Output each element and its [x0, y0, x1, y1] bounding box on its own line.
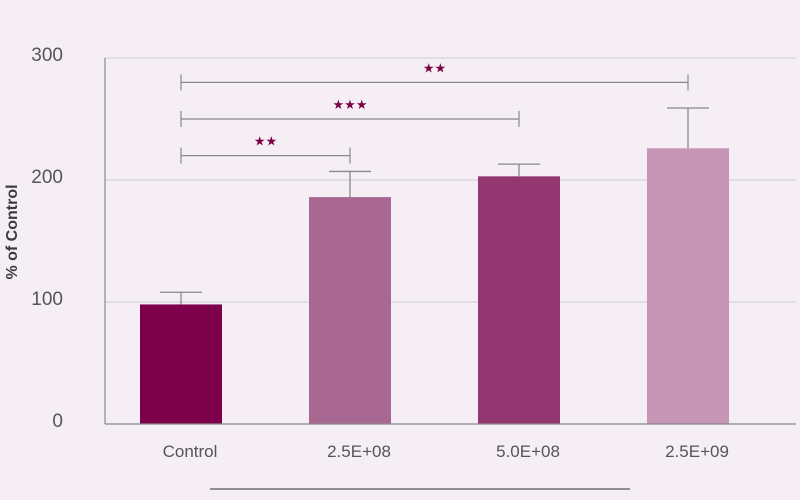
x-tick-label-4: 2.5E+09: [665, 442, 729, 461]
y-tick-label-0: 0: [52, 411, 63, 432]
bar-4: [647, 148, 729, 424]
y-axis-title: % of Control: [4, 184, 21, 279]
bar-1: [140, 304, 222, 424]
y-tick-label-100: 100: [31, 289, 63, 310]
sig-stars-3: ★★: [423, 61, 446, 76]
sig-stars-1: ★★: [254, 135, 277, 150]
sig-stars-2: ★★★: [333, 98, 368, 113]
error-bars: [160, 107, 709, 305]
y-tick-label-200: 200: [31, 167, 63, 188]
x-tick-label-2: 2.5E+08: [327, 442, 391, 461]
bars: [140, 148, 729, 424]
bar-3: [478, 176, 560, 424]
axis-labels: 0 100 200 300 Control 2.5E+08 5.0E+08 2.5E+09: [31, 45, 729, 461]
x-tick-label-3: 5.0E+08: [496, 442, 560, 461]
significance-brackets: ★★★★★★★: [180, 61, 689, 164]
bar-2: [309, 197, 391, 424]
x-tick-label-1: Control: [163, 442, 218, 461]
axes: [104, 58, 796, 425]
y-tick-label-300: 300: [31, 45, 63, 66]
